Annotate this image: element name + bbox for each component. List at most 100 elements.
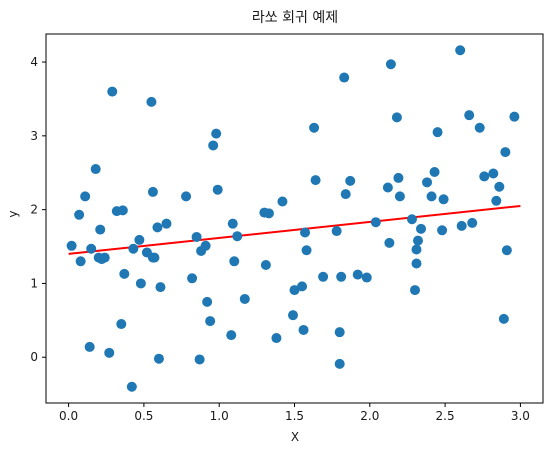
data-point [229, 256, 240, 267]
data-point [152, 222, 163, 233]
ticks-layer: 0.0 0.5 1.0 1.5 2.0 2.5 3.0 0 1 2 3 4 [30, 55, 530, 423]
data-point [147, 252, 158, 263]
x-tick-label: 2.0 [360, 409, 379, 423]
data-point [187, 273, 198, 284]
data-point [501, 245, 512, 256]
y-tick-label: 4 [30, 55, 38, 69]
data-point [297, 281, 308, 292]
data-point [99, 252, 110, 263]
data-point [331, 226, 342, 237]
data-point [191, 231, 202, 242]
data-point [336, 271, 347, 282]
data-point [340, 189, 351, 200]
data-point [84, 341, 95, 352]
data-point [211, 128, 222, 139]
data-point [498, 313, 509, 324]
y-tick-label: 0 [30, 350, 38, 364]
data-point [494, 181, 505, 192]
data-point [406, 214, 417, 225]
data-point [107, 86, 118, 97]
data-point [416, 223, 427, 234]
data-point [263, 208, 274, 219]
data-point [80, 191, 91, 202]
data-point [361, 272, 372, 283]
data-point [345, 175, 356, 186]
data-point [181, 191, 192, 202]
data-point [147, 186, 158, 197]
data-point [298, 324, 309, 335]
x-tick-label: 0.5 [134, 409, 153, 423]
data-point [134, 234, 145, 245]
data-point [146, 96, 157, 107]
data-point [479, 171, 490, 182]
data-point [135, 278, 146, 289]
data-point [393, 172, 404, 183]
data-point [90, 164, 101, 175]
data-point [394, 191, 405, 202]
data-point [126, 381, 137, 392]
data-point [119, 268, 130, 279]
data-point [260, 259, 271, 270]
x-tick-label: 0.0 [59, 409, 78, 423]
data-point [153, 353, 164, 364]
data-point [385, 59, 396, 70]
y-tick-label: 3 [30, 129, 38, 143]
data-point [409, 285, 420, 296]
data-point [411, 258, 422, 269]
data-point [271, 333, 282, 344]
data-point [426, 191, 437, 202]
data-point [437, 225, 448, 236]
data-point [95, 224, 106, 235]
data-point [208, 140, 219, 151]
data-point [194, 354, 205, 365]
data-point [500, 147, 511, 158]
chart-title: 라쏘 회귀 예제 [252, 10, 338, 26]
data-point [301, 245, 312, 256]
data-point [488, 168, 499, 179]
data-point [411, 244, 422, 255]
y-tick-label: 1 [30, 276, 38, 290]
data-point [227, 218, 238, 229]
data-point [432, 127, 443, 138]
fit-line-layer [68, 204, 521, 255]
data-point [370, 217, 381, 228]
axes-frame [45, 33, 544, 404]
data-point [104, 347, 115, 358]
data-point [391, 112, 402, 123]
data-point [277, 196, 288, 207]
data-point [310, 175, 321, 186]
data-point [226, 330, 237, 341]
data-point [339, 72, 350, 83]
data-point [116, 319, 127, 330]
data-point [429, 167, 440, 178]
data-point [334, 327, 345, 338]
data-point [334, 358, 345, 369]
x-axis-label: X [291, 430, 299, 444]
data-point [382, 182, 393, 193]
data-point [202, 296, 213, 307]
data-point [300, 227, 311, 238]
x-tick-label: 2.5 [436, 409, 455, 423]
data-point [422, 177, 433, 188]
data-point [464, 110, 475, 121]
data-point [352, 269, 363, 280]
data-point [474, 122, 485, 133]
data-point [232, 231, 243, 242]
data-point [86, 243, 97, 254]
data-point [289, 285, 300, 296]
data-point [491, 195, 502, 206]
data-point [212, 184, 223, 195]
data-point [117, 205, 128, 216]
x-tick-label: 3.0 [511, 409, 530, 423]
data-point [318, 271, 329, 282]
data-point [239, 293, 250, 304]
data-point [456, 220, 467, 231]
data-point [412, 235, 423, 246]
data-point [66, 240, 77, 251]
data-point [205, 316, 216, 327]
data-point [155, 282, 166, 293]
data-point [509, 111, 520, 122]
data-point [287, 310, 298, 321]
data-point [438, 194, 449, 205]
